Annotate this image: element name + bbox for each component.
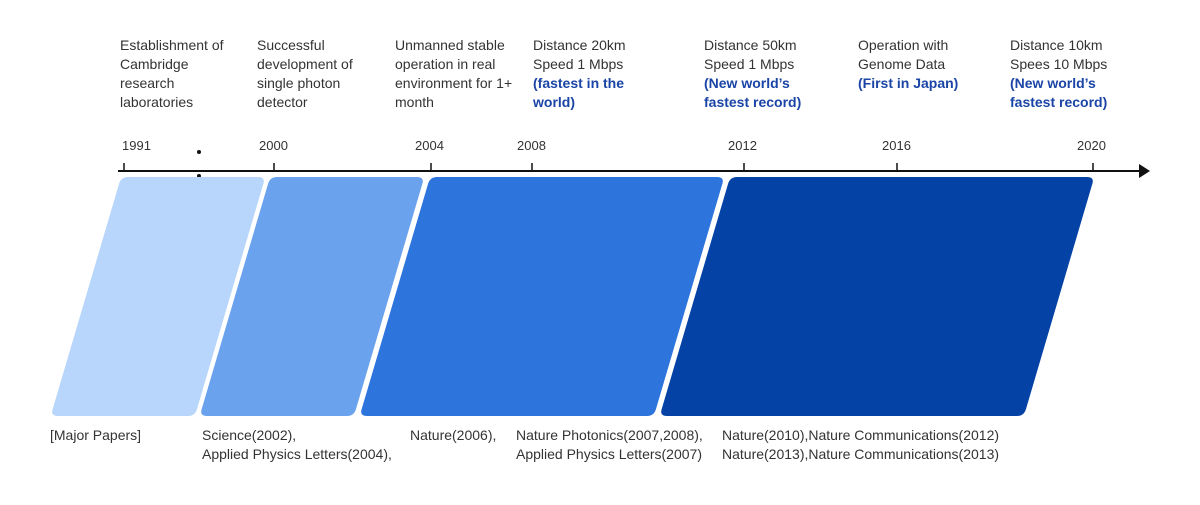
milestone-highlight: (First in Japan) — [858, 75, 959, 91]
paper-entry: Nature(2010),Nature Communications(2012) — [722, 427, 1000, 443]
milestone-2008: Distance 20km Speed 1 Mbps (fastest in t… — [533, 36, 626, 112]
milestone-text: Establishment of — [120, 37, 224, 53]
milestone-2016: Operation with Genome Data (First in Jap… — [858, 36, 958, 93]
paper-entry: Science(2002), — [202, 427, 297, 443]
milestone-text: Operation with — [858, 37, 949, 53]
year-label-2020: 2020 — [1077, 138, 1106, 153]
phase-band-4 — [661, 177, 1093, 416]
milestone-text: Cambridge — [120, 56, 189, 72]
milestone-highlight: (New world’s — [1010, 75, 1096, 91]
year-label-2016: 2016 — [882, 138, 911, 153]
milestone-text: laboratories — [120, 94, 194, 110]
milestone-highlight: (fastest in the — [533, 75, 625, 91]
paper-entry: Applied Physics Letters(2004), — [202, 446, 392, 462]
ellipsis-dot — [197, 150, 201, 154]
milestone-text: month — [395, 94, 434, 110]
milestone-text: Spees 10 Mbps — [1010, 56, 1108, 72]
paper-entry: Applied Physics Letters(2007) — [516, 446, 702, 462]
milestone-highlight: (New world’s — [704, 75, 790, 91]
year-label-2000: 2000 — [259, 138, 288, 153]
milestone-text: Distance 10km — [1010, 37, 1103, 53]
milestone-2004: Unmanned stable operation in real enviro… — [395, 36, 512, 112]
milestone-highlight: fastest record) — [1010, 94, 1108, 110]
timeline-arrowhead-icon — [1139, 164, 1150, 178]
paper-entry: Nature(2013),Nature Communications(2013) — [722, 446, 1000, 462]
papers-group-4: Nature(2010),Nature Communications(2012)… — [722, 426, 999, 464]
milestone-text: Successful — [257, 37, 325, 53]
milestone-text: development of — [257, 56, 353, 72]
major-papers-label: [Major Papers] — [50, 426, 141, 445]
phase-band-2 — [201, 177, 423, 416]
milestone-2020: Distance 10km Spees 10 Mbps (New world’s… — [1010, 36, 1107, 112]
milestone-2012: Distance 50km Speed 1 Mbps (New world’s … — [704, 36, 801, 112]
milestone-text: Distance 20km — [533, 37, 626, 53]
papers-group-2: Nature(2006), — [410, 426, 496, 445]
papers-group-1: Science(2002), Applied Physics Letters(2… — [202, 426, 392, 464]
milestone-2000: Successful development of single photon … — [257, 36, 353, 112]
year-label-2008: 2008 — [517, 138, 546, 153]
milestone-text: environment for 1+ — [395, 75, 513, 91]
milestone-1991: Establishment of Cambridge research labo… — [120, 36, 224, 112]
papers-group-3: Nature Photonics(2007,2008), Applied Phy… — [516, 426, 703, 464]
milestone-text: Unmanned stable — [395, 37, 505, 53]
milestone-text: Distance 50km — [704, 37, 797, 53]
phase-band-1 — [52, 177, 264, 416]
milestone-text: Genome Data — [858, 56, 946, 72]
year-label-2004: 2004 — [415, 138, 444, 153]
paper-label-text: [Major Papers] — [50, 427, 142, 443]
milestone-highlight: world) — [533, 94, 575, 110]
phase-band-3 — [361, 177, 723, 416]
year-label-1991: 1991 — [122, 138, 151, 153]
milestone-text: single photon — [257, 75, 341, 91]
milestone-text: research — [120, 75, 175, 91]
milestone-text: Speed 1 Mbps — [533, 56, 624, 72]
milestone-text: detector — [257, 94, 308, 110]
milestone-text: Speed 1 Mbps — [704, 56, 795, 72]
year-label-2012: 2012 — [728, 138, 757, 153]
paper-entry: Nature(2006), — [410, 427, 497, 443]
milestone-text: operation in real — [395, 56, 496, 72]
paper-entry: Nature Photonics(2007,2008), — [516, 427, 703, 443]
milestone-highlight: fastest record) — [704, 94, 802, 110]
